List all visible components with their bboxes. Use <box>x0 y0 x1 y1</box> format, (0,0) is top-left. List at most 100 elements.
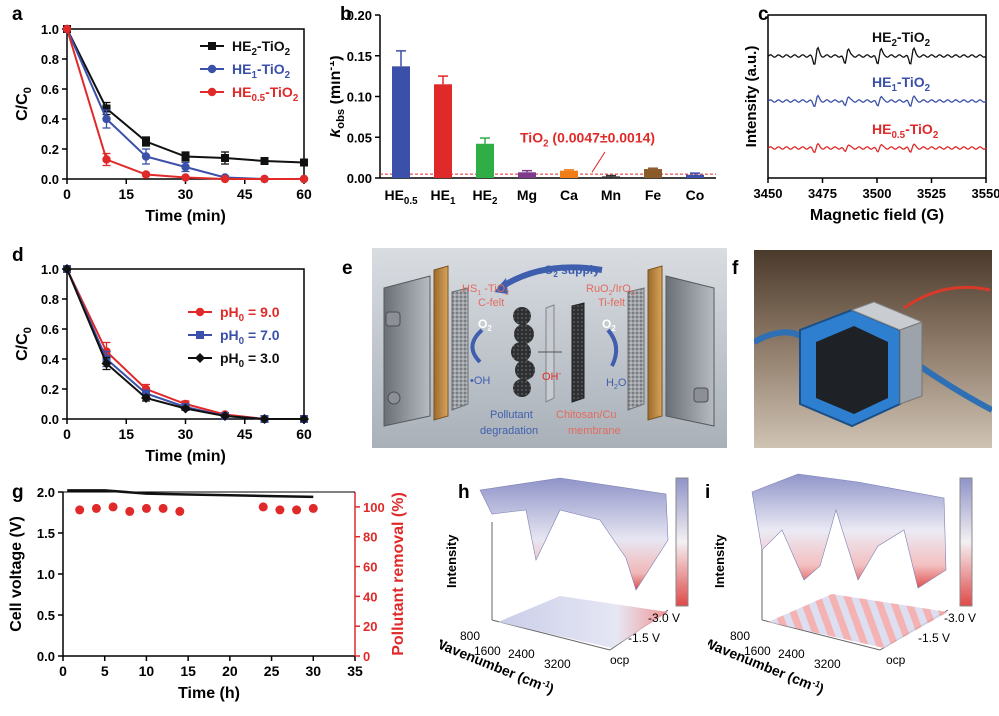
g-removal-point <box>292 505 302 515</box>
d-data-point <box>62 264 72 274</box>
i-v-tick-0: -3.0 V <box>944 611 976 625</box>
b-ytick-label: 0.05 <box>347 130 372 145</box>
d-data-point <box>220 411 230 421</box>
i-surface <box>751 473 947 589</box>
g-removal-point <box>108 502 118 512</box>
b-category-label: Mn <box>601 187 621 203</box>
g-removal-point <box>91 503 101 513</box>
membrane <box>545 304 555 403</box>
a-data-point <box>181 162 190 172</box>
surface-h: Intensity 800 1600 2400 3200 -3.0 V -1.5… <box>440 477 689 697</box>
h-wn-tick-3: 3200 <box>544 657 571 671</box>
anode-label-2: Ti-felt <box>598 297 625 309</box>
panel-label-i: i <box>705 482 711 503</box>
i-v-tick-2: ocp <box>886 653 906 667</box>
a-data-point <box>141 152 151 161</box>
red-wire <box>903 285 991 310</box>
i-v-tick-1: -1.5 V <box>918 631 950 645</box>
c-xlabel: Magnetic field (G) <box>810 207 944 224</box>
b-category-label: Co <box>686 187 705 203</box>
d-legend-label: pH0 = 3.0 <box>220 350 280 370</box>
h-colorbar <box>675 477 689 607</box>
right-reaction-arrow <box>606 328 619 367</box>
pollutant-label-1: Pollutant <box>490 409 533 421</box>
g-ytick-label: 1.5 <box>37 526 55 541</box>
h-wn-tick-0: 800 <box>460 629 480 643</box>
chart-c: 3450 3475 3500 3525 3550 Magnetic field (G) In… <box>743 14 999 224</box>
g-removal-point <box>258 502 268 512</box>
h-ylabel: Intensity <box>444 534 459 588</box>
membrane-label-1: Chitosan/Cu <box>556 409 617 421</box>
a-data-point <box>260 157 269 165</box>
c-spectrum-2 <box>767 46 987 65</box>
g-ytick2-label: 60 <box>363 560 377 575</box>
cathode-electrode <box>511 307 535 397</box>
g-ytick2-label: 100 <box>363 500 385 515</box>
a-data-point <box>141 170 151 179</box>
b-category-label: HE0.5 <box>384 187 418 207</box>
h-v-tick-1: -1.5 V <box>628 631 660 645</box>
d-xtick-label: 45 <box>237 426 253 442</box>
g-xlabel: Time (h) <box>178 685 240 702</box>
a-data-point <box>62 24 72 34</box>
chart-b: 0.00 0.05 0.10 0.15 0.20 TiO2 (0.0047±0.0014)… <box>330 8 716 207</box>
b-bar-Co <box>686 174 704 178</box>
h-floor-projection <box>498 596 668 648</box>
c-xtick-label: 3500 <box>863 186 892 201</box>
o2-left-label: O2 <box>478 317 492 333</box>
b-bar-Fe <box>644 169 662 178</box>
b-bar-HE2 <box>476 143 494 178</box>
a-xlabel: Time (min) <box>145 208 226 225</box>
g-voltage-line <box>67 489 314 499</box>
h-wn-tick-2: 2400 <box>508 647 535 661</box>
a-series-0 <box>63 25 308 167</box>
panel-label-b: b <box>340 4 352 25</box>
a-ytick-label: 0.2 <box>41 142 59 157</box>
i-wn-tick-1: 1600 <box>744 644 771 658</box>
g-ylabel2: Pollutant removal (%) <box>390 492 407 656</box>
c-spectrum-0 <box>767 142 987 154</box>
b-reference-pointer <box>591 151 606 173</box>
c-xtick-label: 3450 <box>754 186 783 201</box>
a-data-point <box>220 174 230 184</box>
panel-label-a: a <box>12 4 23 25</box>
anode-electrode <box>571 302 585 403</box>
a-data-point <box>102 155 111 164</box>
a-legend-marker <box>208 42 216 50</box>
cell-window <box>816 326 888 414</box>
a-ytick-label: 1.0 <box>41 22 59 37</box>
surface-i: Intensity 800 1600 2400 3200 -3.0 V -1.5… <box>708 473 976 697</box>
a-data-point <box>142 137 150 146</box>
schematic-e: O2 supply HS1 -TiO2 C-felt RuO2/IrO2 Ti-… <box>372 248 727 448</box>
b-bar-HE0.5 <box>392 66 410 178</box>
g-removal-point <box>125 506 135 516</box>
b-bar-Mn <box>602 176 620 178</box>
g-removal-point <box>308 503 318 513</box>
b-ytick-label: 0.10 <box>347 90 372 105</box>
d-xtick-label: 30 <box>178 426 194 442</box>
b-bar-Ca <box>560 170 578 178</box>
g-xtick-label: 10 <box>139 663 155 679</box>
b-reference-label: TiO2 (0.0047±0.0014) <box>520 129 655 149</box>
d-data-point <box>141 393 151 403</box>
d-ytick-label: 0.2 <box>41 382 59 397</box>
membrane-label-2: membrane <box>568 425 621 437</box>
b-category-label: Mg <box>517 187 537 203</box>
g-removal-point <box>275 505 285 515</box>
d-legend-label: pH0 = 9.0 <box>220 304 280 324</box>
h-v-tick-0: -3.0 V <box>648 611 680 625</box>
panel-label-e: e <box>342 258 353 279</box>
d-legend-marker <box>195 307 205 317</box>
b-ytick-label: 0.00 <box>347 171 372 186</box>
g-ytick2-label: 40 <box>363 589 377 604</box>
oh-radical-label: •OH <box>470 375 490 387</box>
g-xtick-label: 15 <box>180 663 196 679</box>
photo-f <box>754 250 992 448</box>
d-xtick-label: 0 <box>63 426 71 442</box>
b-bar-HE1 <box>434 84 452 178</box>
a-data-point <box>181 173 190 182</box>
d-ytick-label: 0.6 <box>41 322 59 337</box>
g-removal-point <box>158 503 168 513</box>
d-data-point <box>259 414 270 424</box>
a-data-point <box>102 114 111 124</box>
